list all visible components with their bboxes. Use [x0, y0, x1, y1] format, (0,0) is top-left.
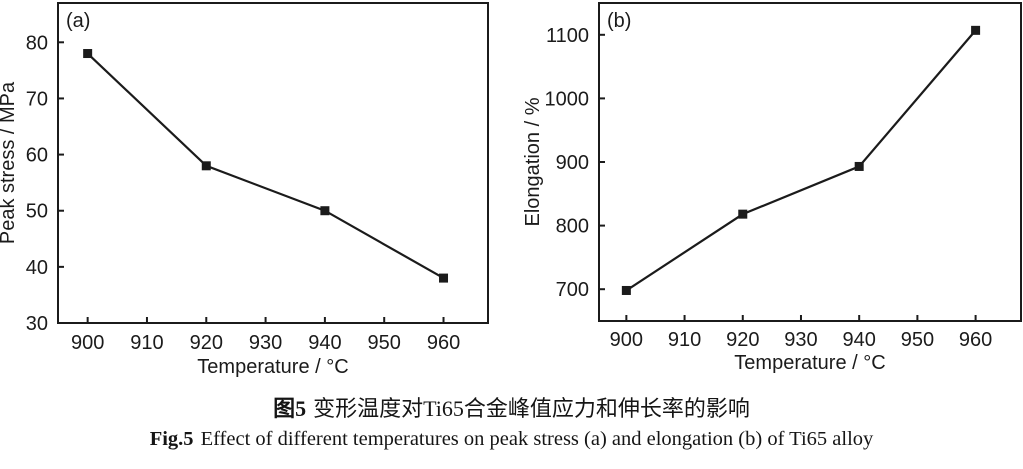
x-axis-title: Temperature / °C	[735, 352, 886, 374]
caption-chinese: 图5 变形温度对Ti65合金峰值应力和伸长率的影响	[0, 394, 1023, 424]
x-axis-title: Temperature / °C	[197, 356, 348, 378]
data-line	[86, 52, 445, 280]
y-tick-label: 80	[26, 32, 48, 54]
charts-row: 900 910 920 930 940 950 960 30 40 50 60 70 80 Tempera…	[0, 2, 1023, 378]
x-tick-label: 910	[130, 332, 163, 354]
data-point-marker	[320, 206, 330, 216]
caption-en-text: Effect of different temperatures on peak…	[200, 428, 874, 450]
x-tick-label: 940	[843, 329, 876, 351]
x-tick-label: 930	[249, 332, 282, 354]
data-point-marker	[738, 209, 748, 219]
y-tick-label: 50	[26, 201, 48, 223]
x-tick-label: 900	[610, 329, 643, 351]
y-tick-label: 60	[26, 145, 48, 167]
data-line	[626, 29, 977, 292]
y-tick-label: 1100	[546, 25, 589, 47]
data-point-marker	[855, 161, 865, 171]
x-tick-label: 920	[727, 329, 760, 351]
caption-zh-label: 图5	[273, 396, 307, 421]
y-axis-title: Elongation / %	[522, 97, 544, 226]
x-tick-label: 950	[368, 332, 401, 354]
y-tick-label: 40	[26, 257, 48, 279]
y-tick-label: 700	[556, 279, 589, 301]
chart-panel-b: 900 910 920 930 940 950 960 700 800 900 1000 1100 Te…	[522, 2, 1023, 374]
y-tick-label: 900	[556, 152, 589, 174]
x-tick-label: 950	[901, 329, 934, 351]
y-tick-label: 70	[26, 88, 48, 110]
data-point-marker	[439, 273, 449, 283]
caption-zh-text: 变形温度对Ti65合金峰值应力和伸长率的影响	[313, 396, 750, 421]
x-tick-label: 920	[190, 332, 223, 354]
chart-panel-a: 900 910 920 930 940 950 960 30 40 50 60 70 80 Tempera…	[0, 2, 489, 378]
data-point-marker	[83, 49, 93, 59]
data-point-marker	[201, 161, 211, 171]
x-tick-label: 930	[785, 329, 818, 351]
data-point-marker	[971, 25, 981, 35]
panel-label: (b)	[607, 10, 631, 32]
y-tick-label: 1000	[545, 88, 590, 110]
y-axis-title: Peak stress / MPa	[0, 81, 19, 244]
data-point-marker	[622, 285, 632, 295]
caption-en-label: Fig.5	[149, 428, 194, 450]
plot-frame	[57, 2, 489, 324]
caption-english: Fig.5 Effect of different temperatures on…	[0, 424, 1023, 454]
x-tick-label: 910	[668, 329, 701, 351]
panel-label: (a)	[66, 10, 90, 32]
x-tick-label: 960	[959, 329, 992, 351]
y-tick-label: 800	[556, 216, 589, 238]
x-tick-label: 960	[427, 332, 460, 354]
y-tick-label: 30	[26, 313, 48, 335]
x-tick-label: 940	[308, 332, 341, 354]
x-tick-label: 900	[71, 332, 104, 354]
figure-caption: 图5 变形温度对Ti65合金峰值应力和伸长率的影响 Fig.5 Effect of …	[0, 394, 1023, 454]
